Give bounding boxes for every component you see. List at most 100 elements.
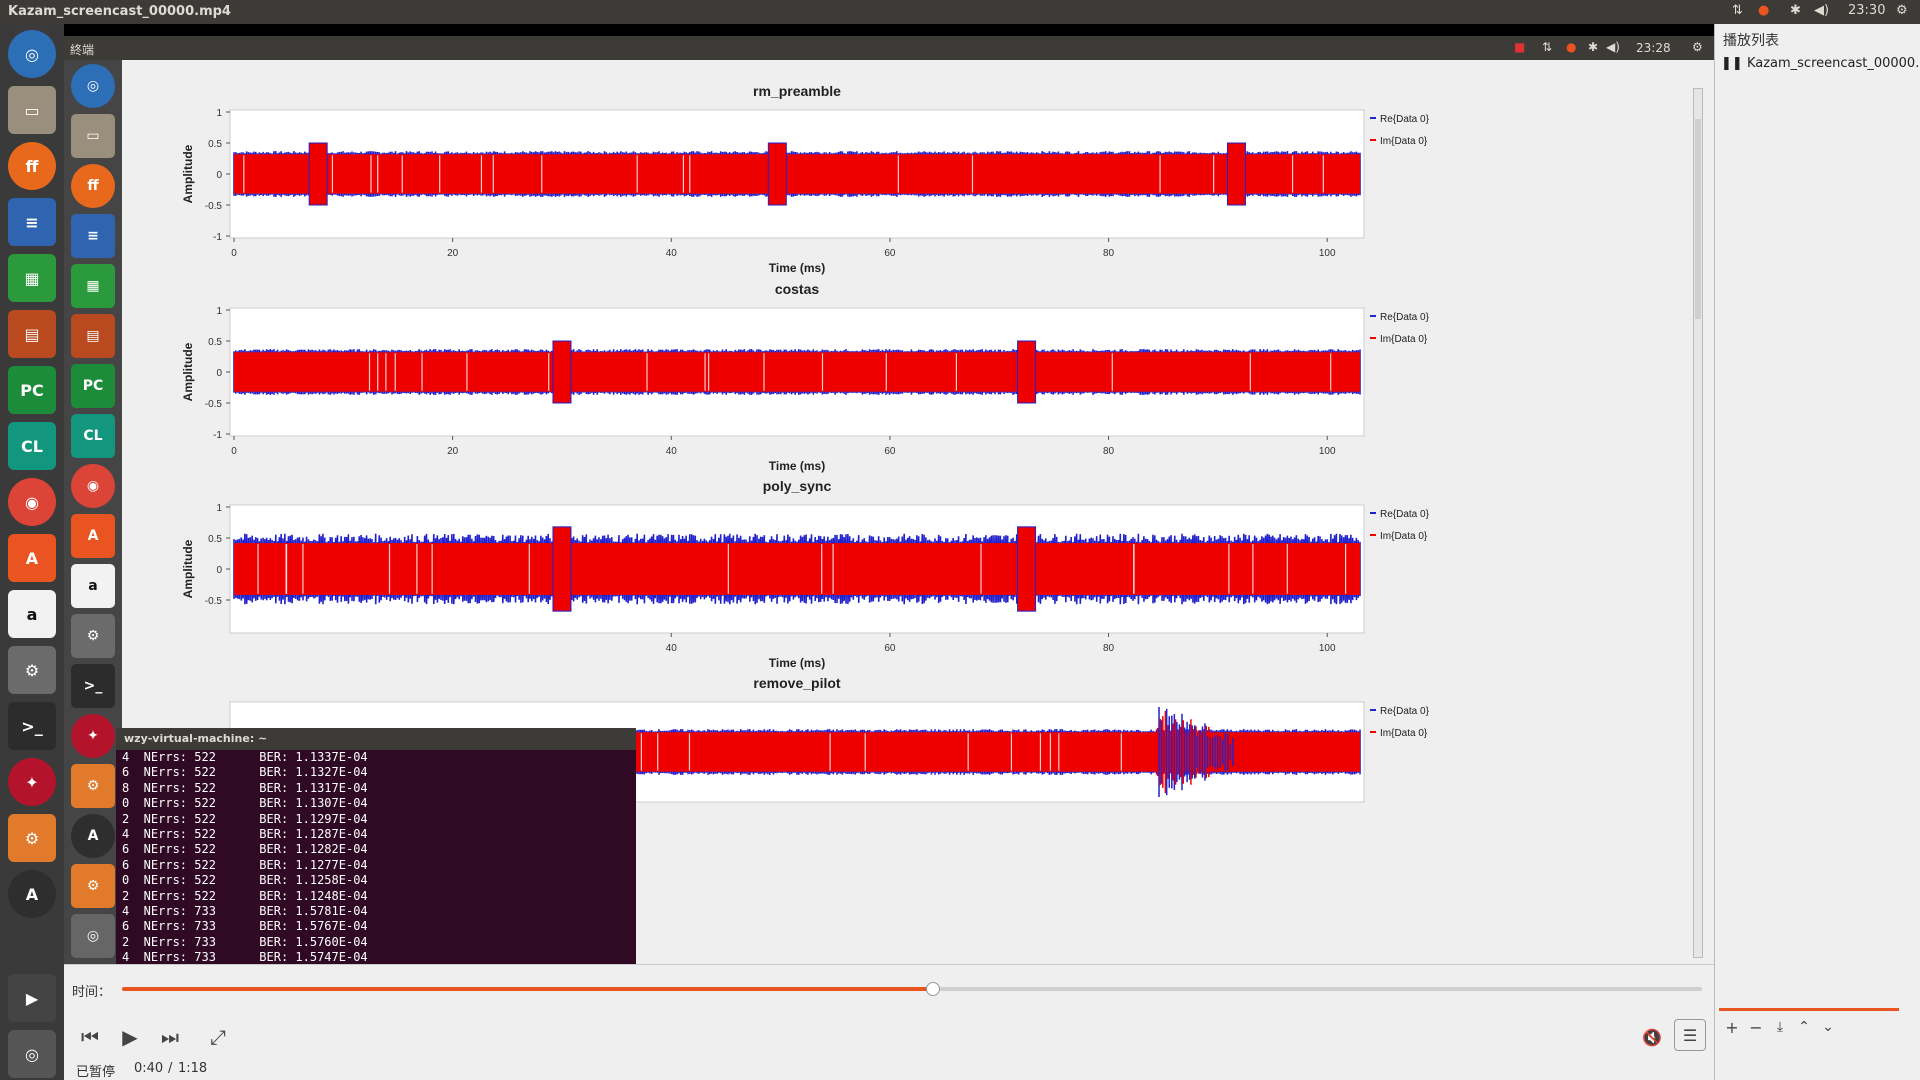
preamble-burst	[309, 143, 328, 205]
amazon-icon[interactable]: a	[8, 590, 56, 638]
previous-icon[interactable]: ⏮	[81, 1025, 99, 1049]
inner-volume-icon: ◀)	[1606, 40, 1620, 54]
plot-title: rm_preamble	[753, 83, 841, 99]
x-tick-label: 0	[231, 248, 237, 259]
x-tick-label: 40	[666, 446, 678, 457]
app-icon[interactable]: ⚙	[8, 814, 56, 862]
mute-icon[interactable]: 🔇	[1642, 1027, 1662, 1047]
gnuradio-icon[interactable]: ✦	[8, 758, 56, 806]
x-axis-label: Time (ms)	[769, 656, 825, 670]
preamble-burst	[552, 341, 571, 403]
playlist-toggle-icon[interactable]: ☰	[1674, 1019, 1706, 1051]
writer-icon[interactable]: ≡	[8, 198, 56, 246]
inner-input-icon: ●	[1566, 40, 1577, 54]
legend-label: Re{Data 0}	[1380, 706, 1430, 717]
updater-icon[interactable]: A	[8, 870, 56, 918]
firefox-icon[interactable]: ff	[8, 142, 56, 190]
network-icon[interactable]: ⇅	[1732, 3, 1743, 18]
seek-handle[interactable]	[925, 982, 940, 996]
inner-chrome-icon: ◉	[71, 464, 115, 508]
y-axis-label: Amplitude	[181, 539, 195, 598]
y-tick-label: 1	[216, 108, 222, 119]
dvd-icon[interactable]: ◎	[8, 1030, 56, 1078]
y-tick-label: 0.5	[208, 337, 222, 348]
next-icon[interactable]: ⏭	[161, 1025, 179, 1049]
files-icon[interactable]: ▭	[8, 86, 56, 134]
fullscreen-icon[interactable]: ⤢	[210, 1025, 226, 1049]
save-icon[interactable]: ⤓	[1776, 1019, 1784, 1035]
dash-icon[interactable]: ◎	[8, 30, 56, 78]
add-icon[interactable]: +	[1725, 1017, 1739, 1037]
playlist-item[interactable]: ❚❚ Kazam_screencast_00000.mp4	[1721, 56, 1919, 71]
preamble-burst	[1017, 341, 1036, 403]
video-player-icon[interactable]: ▶	[8, 974, 56, 1022]
inner-files-icon: ▭	[71, 114, 115, 158]
terminal-line: 4 NErrs: 733 BER: 1.5747E-04	[122, 950, 368, 965]
plot-title: poly_sync	[763, 478, 832, 494]
x-tick-label: 60	[884, 643, 896, 654]
inner-clock: 23:28	[1636, 41, 1671, 55]
launcher: ◎ ▭ ff ≡ ▦ ▤ PC CL ◉ A a ⚙ >_ ✦ ⚙ A ▶ ◎	[0, 24, 64, 1080]
x-tick-label: 40	[666, 643, 678, 654]
terminal-line: 0 NErrs: 522 BER: 1.1307E-04	[122, 796, 368, 811]
legend-label: Im{Data 0}	[1380, 334, 1428, 345]
player-controls: 时间： ⏮ ▶ ⏭ ⤢ 🔇 ☰ 已暂停 0:40 / 1:18	[64, 964, 1714, 1080]
y-tick-label: -1	[213, 430, 222, 441]
volume-icon[interactable]: ◀)	[1814, 3, 1830, 18]
terminal-output: 4 NErrs: 522 BER: 1.1337E-04 6 NErrs: 522…	[116, 750, 636, 965]
input-method-icon[interactable]: ●	[1758, 3, 1770, 18]
play-icon[interactable]: ▶	[122, 1025, 138, 1049]
y-tick-label: 0.5	[208, 139, 222, 150]
inner-calc-icon: ▦	[71, 264, 115, 308]
remove-icon[interactable]: −	[1749, 1017, 1763, 1037]
window-title: Kazam_screencast_00000.mp4	[8, 4, 231, 19]
terminal-line: 8 NErrs: 522 BER: 1.1317E-04	[122, 780, 368, 795]
scrollbar-thumb[interactable]	[1695, 119, 1701, 319]
preamble-burst-edge	[1226, 142, 1246, 206]
playlist-header: 播放列表	[1723, 33, 1779, 49]
x-tick-label: 60	[884, 248, 896, 259]
inner-network-icon: ⇅	[1542, 40, 1553, 54]
playlist-panel: 播放列表 ❚❚ Kazam_screencast_00000.mp4 + − ⤓…	[1714, 24, 1920, 1080]
legend-label: Re{Data 0}	[1380, 312, 1430, 323]
terminal-title: wzy-virtual-machine: ~	[116, 728, 636, 750]
gear-icon[interactable]: ⚙	[1896, 3, 1908, 18]
y-tick-label: 0	[216, 170, 222, 181]
clock[interactable]: 23:30	[1848, 3, 1886, 18]
playback-position: 0:40	[134, 1061, 164, 1076]
plot-title: remove_pilot	[753, 675, 840, 691]
pycharm-icon[interactable]: PC	[8, 366, 56, 414]
terminal-line: 6 NErrs: 522 BER: 1.1277E-04	[122, 857, 368, 872]
chrome-icon[interactable]: ◉	[8, 478, 56, 526]
video-frame[interactable]: 終端 ■ ⇅ ● ✱ ◀) 23:28 ⚙ ◎ ▭ ff ≡ ▦ ▤ PC CL…	[64, 24, 1714, 964]
preamble-burst-edge	[308, 142, 328, 206]
software-center-icon[interactable]: A	[8, 534, 56, 582]
plot-scrollbar[interactable]	[1693, 88, 1703, 958]
seek-bar[interactable]	[122, 982, 1702, 996]
preamble-burst	[552, 526, 571, 612]
playback-status: 已暂停	[76, 1065, 116, 1080]
inner-gnuradio-icon: ✦	[71, 714, 115, 758]
terminal-line: 2 NErrs: 522 BER: 1.1248E-04	[122, 888, 368, 903]
inner-app3-icon: ◎	[71, 914, 115, 958]
move-up-icon[interactable]: ⌃	[1798, 1019, 1810, 1035]
terminal-window[interactable]: wzy-virtual-machine: ~ 4 NErrs: 522 BER:…	[116, 728, 636, 964]
y-tick-label: 0.5	[208, 534, 222, 545]
legend-label: Im{Data 0}	[1380, 531, 1428, 542]
bluetooth-icon[interactable]: ✱	[1790, 3, 1801, 18]
time-label: 时间：	[72, 985, 112, 1000]
series-im-body	[234, 154, 1360, 194]
plot-costas: costas 1 0.5 0 -0.5 -1 0 20 40 60 80 100 Time (ms) Am…	[181, 281, 1430, 473]
x-tick-label: 100	[1319, 248, 1336, 259]
calc-icon[interactable]: ▦	[8, 254, 56, 302]
inner-window-title: 終端	[70, 43, 95, 57]
settings-icon[interactable]: ⚙	[8, 646, 56, 694]
impress-icon[interactable]: ▤	[8, 310, 56, 358]
inner-terminal-icon: >_	[71, 664, 115, 708]
inner-launcher: ◎ ▭ ff ≡ ▦ ▤ PC CL ◉ A a ⚙ >_ ✦ ⚙ A ⚙ ◎	[64, 60, 122, 964]
clion-icon[interactable]: CL	[8, 422, 56, 470]
terminal-line: 0 NErrs: 522 BER: 1.1258E-04	[122, 873, 368, 888]
move-down-icon[interactable]: ⌄	[1822, 1019, 1834, 1035]
x-tick-label: 100	[1319, 643, 1336, 654]
terminal-icon[interactable]: >_	[8, 702, 56, 750]
